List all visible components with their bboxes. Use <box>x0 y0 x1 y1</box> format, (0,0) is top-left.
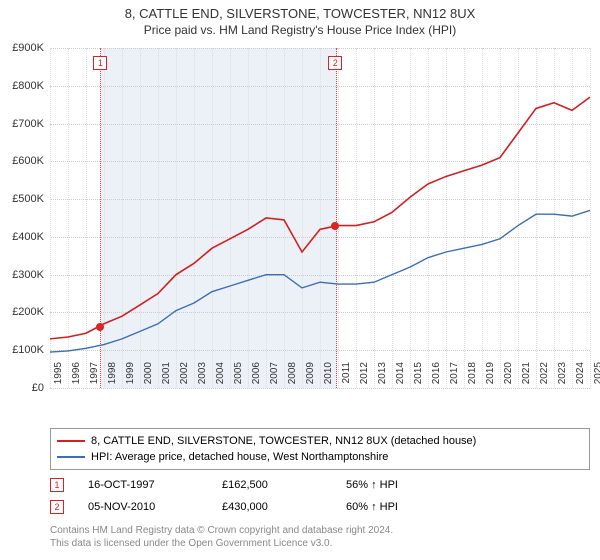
sale-number-badge: 2 <box>50 500 64 514</box>
x-axis-label: 2016 <box>431 362 442 392</box>
x-axis-label: 1995 <box>53 362 64 392</box>
x-axis-label: 2021 <box>521 362 532 392</box>
gridline-v <box>590 48 591 388</box>
x-axis-label: 1997 <box>89 362 100 392</box>
x-axis-label: 2010 <box>323 362 334 392</box>
x-axis-label: 2018 <box>467 362 478 392</box>
x-axis-label: 2019 <box>485 362 496 392</box>
page-subtitle: Price paid vs. HM Land Registry's House … <box>0 23 600 37</box>
sales-table: 1 16-OCT-1997 £162,500 56% ↑ HPI 2 05-NOV-201… <box>50 474 590 518</box>
x-axis-label: 2015 <box>413 362 424 392</box>
footer-attribution: Contains HM Land Registry data © Crown c… <box>50 524 393 550</box>
x-axis-label: 2024 <box>575 362 586 392</box>
y-axis-label: £100K <box>0 344 44 356</box>
legend-swatch <box>57 456 85 458</box>
chart-lines <box>50 48 590 388</box>
y-axis-label: £800K <box>0 80 44 92</box>
x-axis-label: 2017 <box>449 362 460 392</box>
x-axis-label: 2007 <box>269 362 280 392</box>
x-axis-label: 2008 <box>287 362 298 392</box>
x-axis-label: 2009 <box>305 362 316 392</box>
x-axis-label: 2005 <box>233 362 244 392</box>
x-axis-label: 2003 <box>197 362 208 392</box>
sale-number-badge: 1 <box>50 478 64 492</box>
sale-marker-dot <box>331 222 339 230</box>
sale-hpi: 56% ↑ HPI <box>346 479 436 491</box>
sale-row: 1 16-OCT-1997 £162,500 56% ↑ HPI <box>50 474 590 496</box>
chart-legend: 8, CATTLE END, SILVERSTONE, TOWCESTER, N… <box>50 428 590 470</box>
x-axis-label: 2001 <box>161 362 172 392</box>
y-axis-label: £700K <box>0 118 44 130</box>
sale-date: 05-NOV-2010 <box>88 501 198 513</box>
sale-price: £430,000 <box>222 501 322 513</box>
y-axis-label: £600K <box>0 155 44 167</box>
sale-date: 16-OCT-1997 <box>88 479 198 491</box>
series-hpi <box>50 210 590 352</box>
legend-swatch <box>57 440 85 442</box>
x-axis-label: 2025 <box>593 362 600 392</box>
x-axis-label: 2014 <box>395 362 406 392</box>
legend-text: HPI: Average price, detached house, West… <box>91 451 388 463</box>
footer-line: Contains HM Land Registry data © Crown c… <box>50 524 393 537</box>
x-axis-label: 2013 <box>377 362 388 392</box>
sale-price: £162,500 <box>222 479 322 491</box>
x-axis-label: 2023 <box>557 362 568 392</box>
x-axis-label: 2004 <box>215 362 226 392</box>
footer-line: This data is licensed under the Open Gov… <box>50 537 393 550</box>
x-axis-label: 2020 <box>503 362 514 392</box>
x-axis-label: 2011 <box>341 362 352 392</box>
x-axis-label: 2022 <box>539 362 550 392</box>
y-axis-label: £400K <box>0 231 44 243</box>
legend-row: 8, CATTLE END, SILVERSTONE, TOWCESTER, N… <box>57 433 583 449</box>
series-property <box>50 97 590 339</box>
x-axis-label: 2002 <box>179 362 190 392</box>
x-axis-label: 2006 <box>251 362 262 392</box>
y-axis-label: £200K <box>0 306 44 318</box>
x-axis-label: 2012 <box>359 362 370 392</box>
legend-text: 8, CATTLE END, SILVERSTONE, TOWCESTER, N… <box>91 435 476 447</box>
sale-marker-label: 2 <box>328 56 342 70</box>
y-axis-label: £500K <box>0 193 44 205</box>
sale-marker-label: 1 <box>93 56 107 70</box>
x-axis-label: 1998 <box>107 362 118 392</box>
y-axis-label: £900K <box>0 42 44 54</box>
legend-row: HPI: Average price, detached house, West… <box>57 449 583 465</box>
sale-hpi: 60% ↑ HPI <box>346 501 436 513</box>
x-axis-label: 2000 <box>143 362 154 392</box>
y-axis-label: £0 <box>0 382 44 394</box>
price-chart: 12 £0£100K£200K£300K£400K£500K£600K£700K… <box>50 48 590 388</box>
sale-marker-dot <box>96 323 104 331</box>
x-axis-label: 1996 <box>71 362 82 392</box>
sale-row: 2 05-NOV-2010 £430,000 60% ↑ HPI <box>50 496 590 518</box>
page-title: 8, CATTLE END, SILVERSTONE, TOWCESTER, N… <box>0 6 600 21</box>
y-axis-label: £300K <box>0 269 44 281</box>
x-axis-label: 1999 <box>125 362 136 392</box>
